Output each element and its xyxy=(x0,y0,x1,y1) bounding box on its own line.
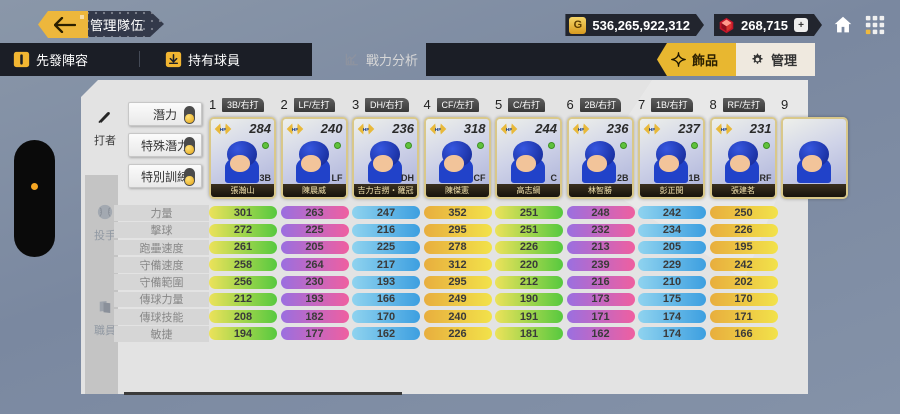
svg-text:HF: HF xyxy=(434,127,440,133)
svg-text:HF: HF xyxy=(506,127,512,133)
svg-text:HF: HF xyxy=(363,127,369,133)
svg-text:HF: HF xyxy=(649,127,655,133)
svg-text:HF: HF xyxy=(220,127,226,133)
svg-text:HF: HF xyxy=(577,127,583,133)
svg-text:HF: HF xyxy=(720,127,726,133)
svg-text:HF: HF xyxy=(291,127,297,133)
